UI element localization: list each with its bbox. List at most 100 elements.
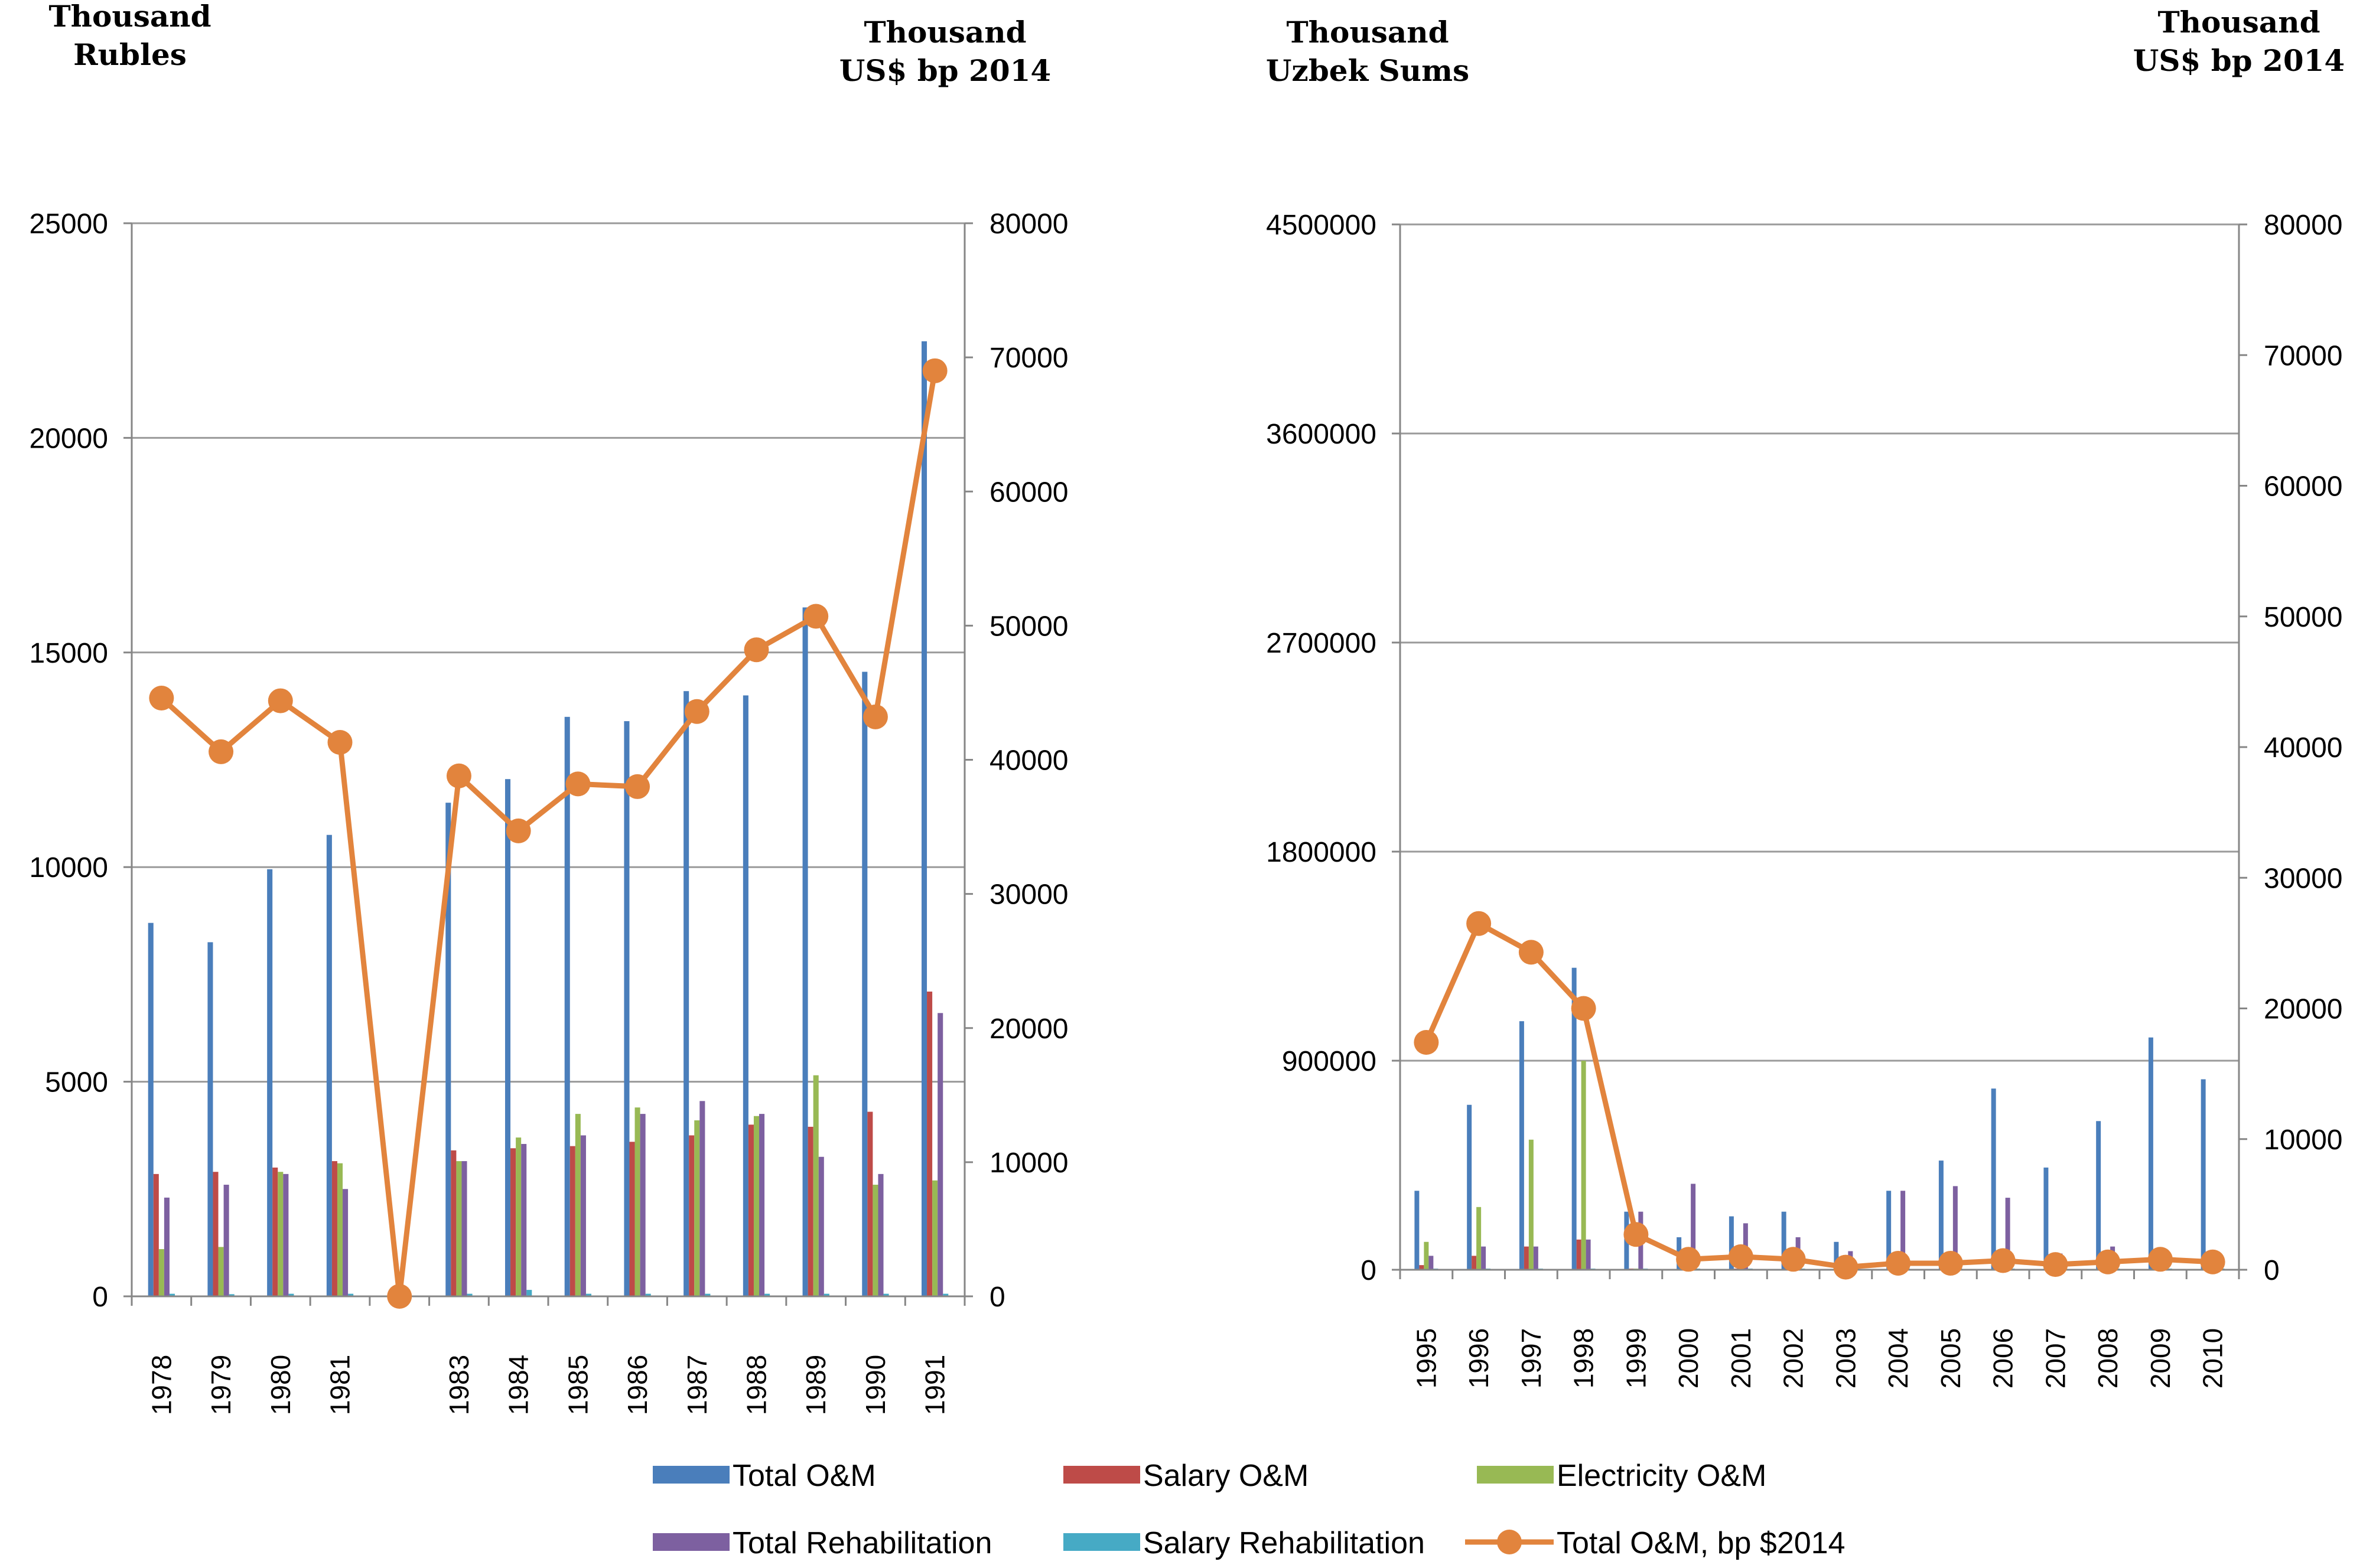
right-axis-tick-label: 40000 [990,745,1068,777]
line-point-1981 [327,729,353,755]
left-axis-tick-label: 2700000 [1266,628,1376,659]
line-point-1990 [862,704,888,729]
bar-total-o-m-2009 [2148,1037,2153,1270]
bar-electricity-o-m-1998 [1581,1061,1586,1270]
bar-salary-o-m-1978 [153,1173,159,1296]
line-point-1986 [625,774,650,799]
bar-total-o-m-2003 [1834,1241,1839,1270]
left-axis-unit-label: Thousand [48,0,211,34]
bar-electricity-o-m-1989 [813,1075,819,1296]
bar-total-rehabilitation-1996 [1481,1246,1486,1270]
legend-swatch [653,1466,730,1484]
left-axis-tick-label: 0 [1360,1255,1376,1286]
legend-label: Salary O&M [1143,1459,1309,1493]
bar-salary-o-m-1996 [1472,1256,1477,1270]
bar-total-o-m-1984 [505,779,511,1296]
bar-electricity-o-m-1990 [873,1185,878,1296]
bar-electricity-o-m-1996 [1476,1207,1482,1270]
x-axis-tick-label: 1995 [1411,1328,1441,1388]
bar-total-o-m-2005 [1938,1160,1944,1270]
left-axis-tick-label: 4500000 [1266,210,1376,241]
right-axis-tick-label: 50000 [990,611,1068,642]
left-axis-tick-label: 15000 [30,638,108,669]
bar-total-o-m-2006 [1991,1088,1996,1270]
bar-electricity-o-m-1979 [218,1247,224,1296]
x-axis-tick-label: 1988 [741,1355,772,1415]
x-axis-tick-label: 1984 [503,1355,534,1415]
bar-total-o-m-1991 [921,341,927,1296]
line-point-1989 [803,604,829,629]
bar-total-rehabilitation-1997 [1533,1246,1538,1270]
x-axis-tick-label: 1997 [1516,1328,1547,1388]
left-axis-tick-label: 3600000 [1266,419,1376,450]
bar-total-o-m-2004 [1886,1191,1892,1270]
bar-salary-rehabilitation-1991 [943,1293,949,1296]
bar-salary-o-m-1979 [213,1172,219,1296]
bar-total-rehabilitation-1995 [1428,1256,1434,1270]
bar-salary-o-m-1998 [1576,1239,1581,1270]
bar-electricity-o-m-1995 [1424,1241,1429,1270]
left-axis-unit-label: Thousand [1286,15,1449,50]
right-axis-tick-label: 60000 [990,477,1068,508]
x-axis-tick-label: 1983 [444,1355,474,1415]
x-axis-tick-label: 1980 [265,1355,296,1415]
right-axis-tick-label: 70000 [2264,340,2342,371]
line-point-1998 [1571,996,1596,1021]
left-axis-tick-label: 1800000 [1266,837,1376,868]
bar-total-o-m-1996 [1467,1104,1472,1270]
bar-salary-rehabilitation-1990 [883,1293,889,1296]
x-axis-tick-label: 2005 [1935,1328,1966,1388]
x-axis-tick-label: 1986 [622,1355,653,1415]
bar-total-rehabilitation-1978 [164,1197,170,1296]
legend-label: Total Rehabilitation [733,1526,992,1560]
line-point-1978 [149,686,174,711]
bar-total-o-m-1978 [148,922,154,1296]
bar-salary-o-m-1983 [451,1150,457,1296]
bar-total-o-m-1983 [445,803,451,1296]
bar-total-rehabilitation-1990 [878,1173,884,1296]
left-axis-tick-label: 0 [92,1282,108,1313]
bar-total-o-m-2001 [1729,1216,1734,1270]
bar-total-rehabilitation-2005 [1952,1186,1958,1270]
bar-total-o-m-1988 [743,695,748,1296]
x-axis-tick-label: 2010 [2198,1328,2228,1388]
right-axis-tick-label: 70000 [990,343,1068,374]
x-axis-tick-label: 1998 [1568,1328,1599,1388]
bar-total-o-m-1997 [1519,1021,1524,1270]
bar-total-rehabilitation-1988 [759,1114,765,1296]
bar-salary-rehabilitation-1978 [169,1293,175,1296]
legend-label: Total O&M, bp $2014 [1557,1526,1846,1560]
x-axis-tick-label: 2007 [2040,1328,2071,1388]
bar-total-rehabilitation-2000 [1691,1184,1696,1270]
bar-total-rehabilitation-1986 [640,1114,646,1296]
bar-electricity-o-m-1978 [158,1249,164,1296]
x-axis-tick-label: 2000 [1673,1328,1704,1388]
bar-total-rehabilitation-1991 [938,1013,943,1296]
bar-salary-rehabilitation-1985 [585,1293,592,1296]
bar-total-rehabilitation-2004 [1900,1191,1906,1270]
legend-label: Salary Rehabilitation [1143,1526,1425,1560]
x-axis-tick-label: 1987 [682,1355,712,1415]
line-point-2007 [2043,1252,2068,1277]
bar-salary-rehabilitation-1984 [526,1290,532,1296]
right-axis-tick-label: 0 [2264,1255,2280,1286]
bar-salary-o-m-1995 [1419,1265,1424,1270]
bar-salary-o-m-1990 [867,1111,873,1296]
line-point-1995 [1414,1030,1439,1055]
right-axis-tick-label: 80000 [2264,210,2342,241]
x-axis-tick-label: 2006 [1988,1328,2019,1388]
chart-panel-1: 0 5000 10000 15000 20000 25000 0 10000 20000 3000… [30,0,1069,1415]
bar-salary-o-m-1997 [1524,1246,1529,1270]
line-point-2005 [1938,1250,1963,1276]
bar-electricity-o-m-1980 [278,1172,284,1296]
bar-salary-rehabilitation-1988 [764,1293,770,1296]
bar-salary-rehabilitation-1987 [705,1293,711,1296]
bar-total-o-m-1980 [267,869,273,1296]
right-axis-tick-label: 20000 [990,1013,1068,1045]
legend-label: Total O&M [733,1459,876,1493]
right-axis-tick-label: 80000 [990,208,1068,240]
line-total-om-bp-2014 [1424,921,2213,1270]
bar-electricity-o-m-1985 [575,1114,581,1296]
x-axis-tick-label: 1990 [860,1355,891,1415]
x-axis-tick-label: 2009 [2145,1328,2176,1388]
